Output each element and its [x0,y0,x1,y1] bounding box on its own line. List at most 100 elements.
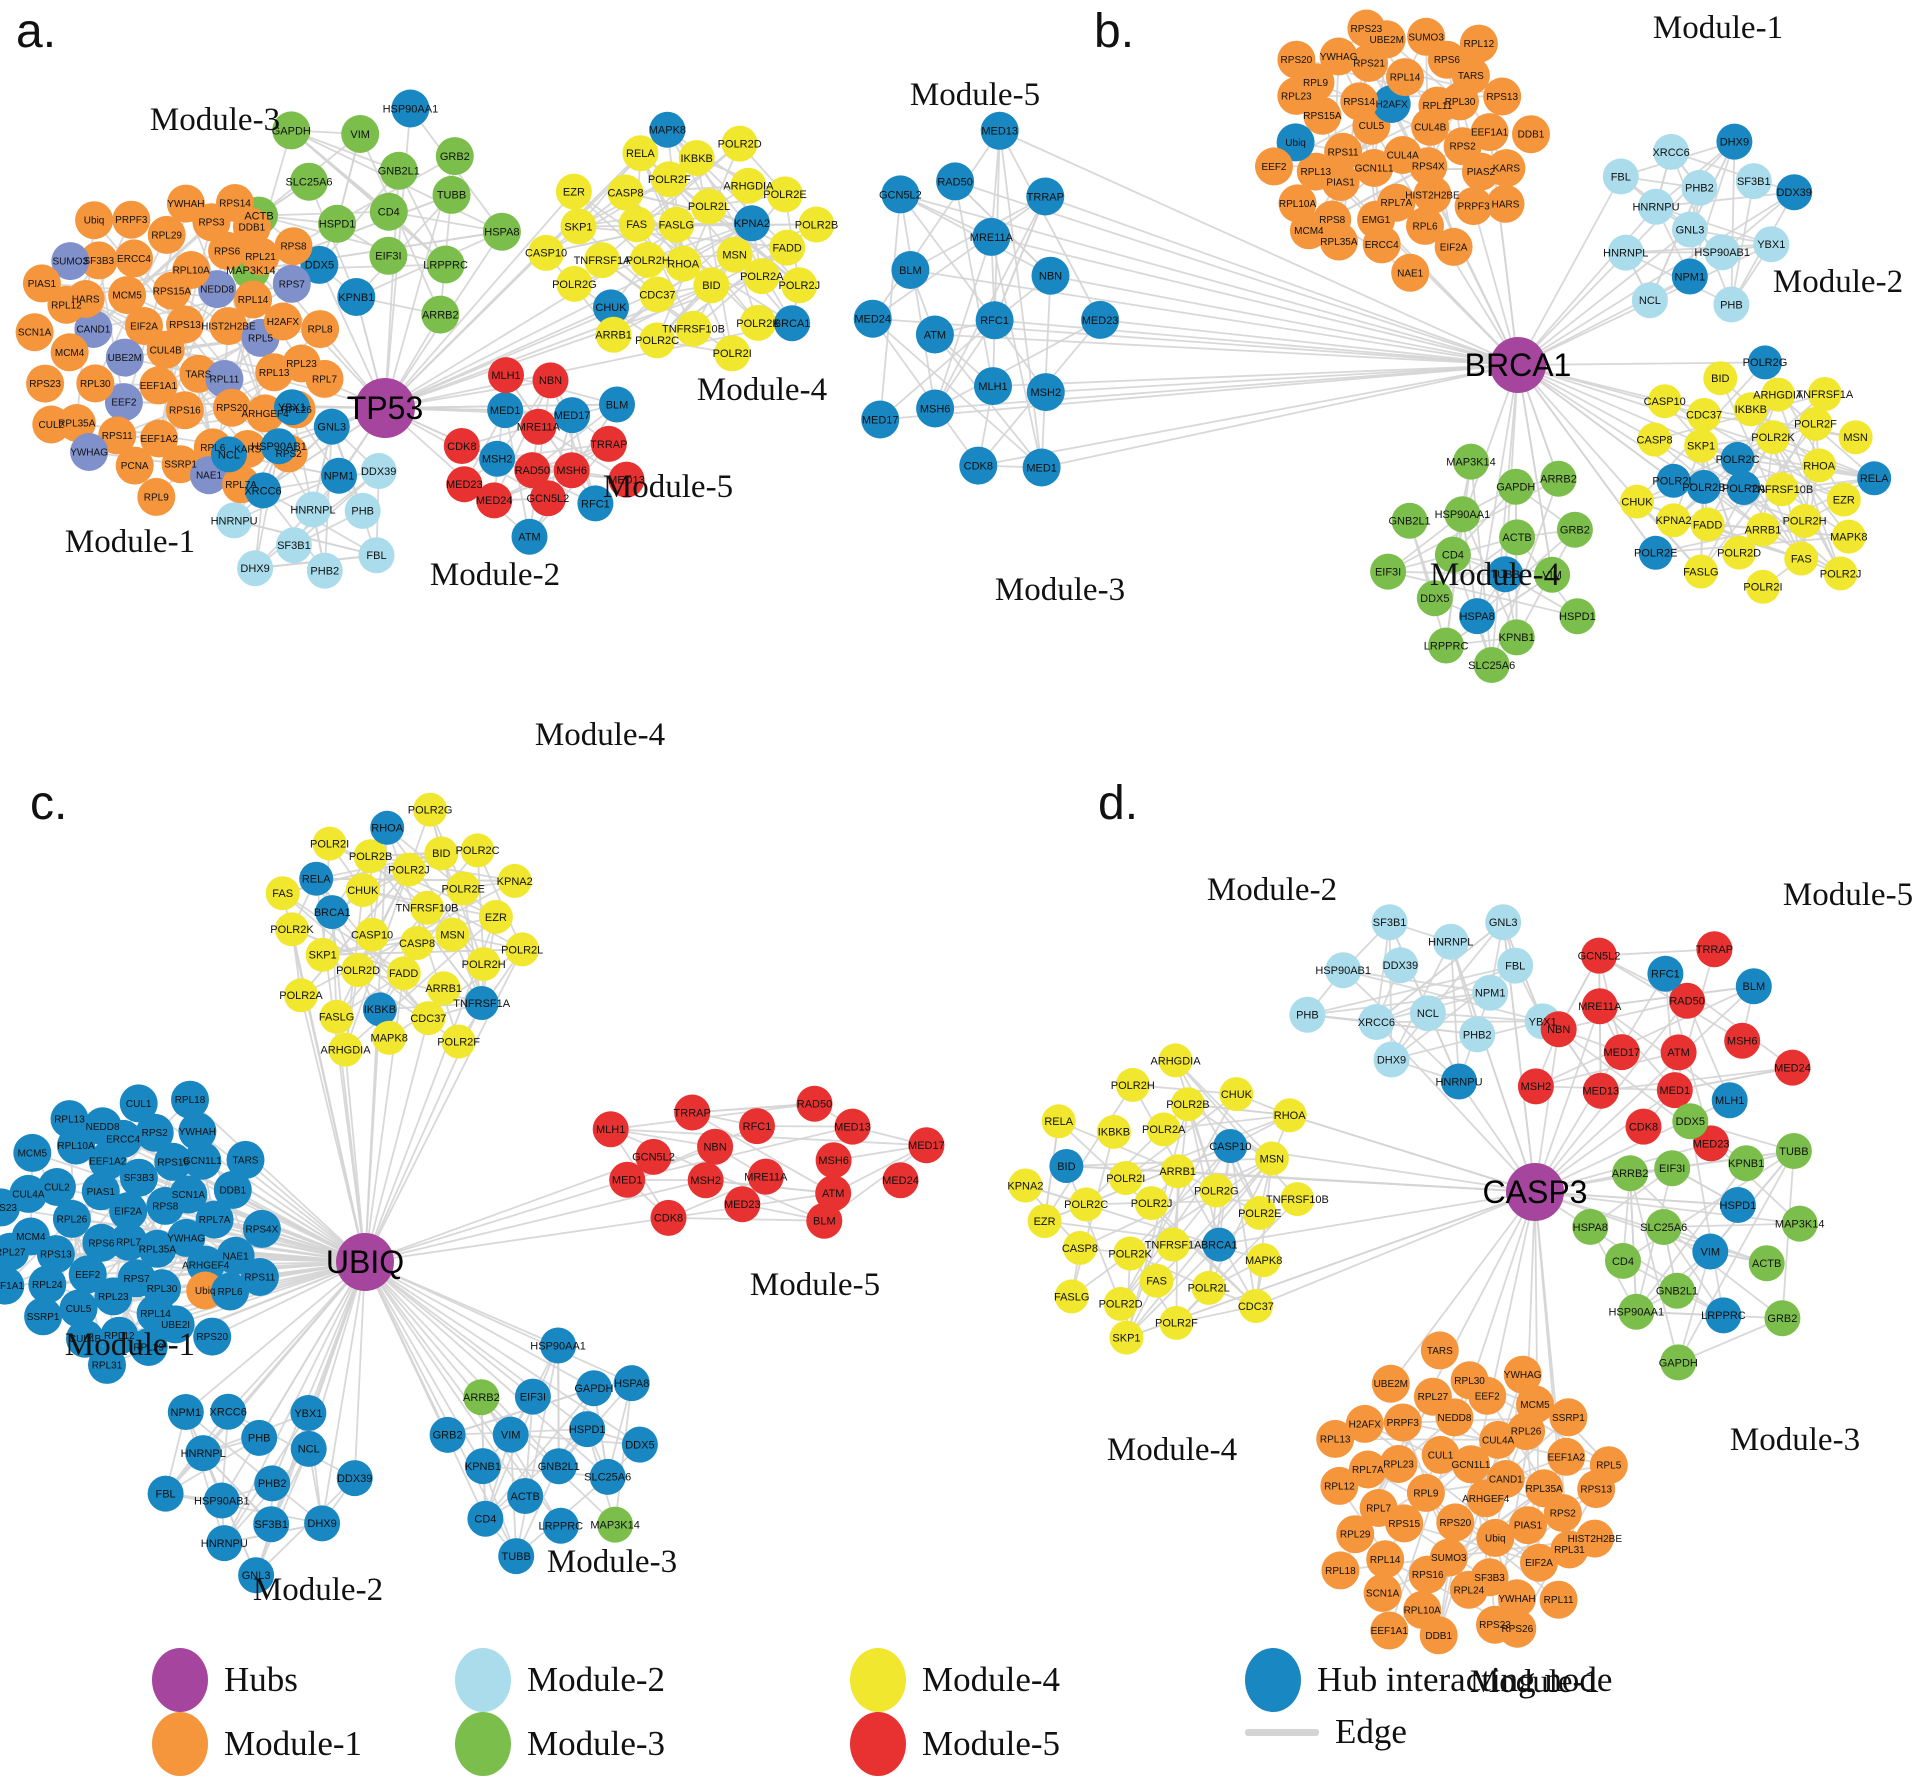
node-label: HIST2H2BE [1568,1534,1623,1545]
node-label: RAD50 [937,176,972,188]
node-label: POLR2E [1634,548,1677,560]
node-label: RPS2 [142,1128,169,1139]
node-label: EIF2A [130,322,158,333]
node-label: RPL29 [1340,1530,1371,1541]
node-label: NEDD8 [1438,1413,1472,1424]
node-label: CAND1 [1489,1475,1523,1486]
node-label: CUL2 [44,1183,70,1194]
node-label: FASLG [319,1012,354,1024]
node-label: POLR2I [1106,1173,1145,1185]
node-label: TNFRSF10B [1266,1194,1329,1206]
node-label: EEF2 [1475,1391,1500,1402]
node-label: FASLG [1683,566,1718,578]
node-label: Ubiq [1485,1533,1506,1544]
node-label: POLR2G [1743,357,1788,369]
node-label: RPS13 [40,1250,72,1261]
module4-swatch-icon [850,1648,906,1712]
node-label: MLH1 [978,381,1007,393]
node-label: POLR2D [1717,547,1761,559]
node-label: ARRB2 [422,310,459,322]
node-label: TNFRSF10B [662,324,725,336]
node-label: KPNB1 [1728,1158,1764,1170]
node-label: LRPPRC [423,259,468,271]
node-label: RPS8 [1319,215,1346,226]
node-label: EEF1A1 [140,381,178,392]
node-label: RPL30 [80,379,111,390]
node-label: RPS8 [280,242,307,253]
node-label: POLR2I [713,348,752,360]
node-label: EEF2 [1261,162,1286,173]
node-label: H2AFX [267,317,300,328]
node-label: POLR2L [1652,476,1694,488]
node-label: NEDD8 [200,285,234,296]
node-label: MED17 [908,1140,945,1152]
node-label: POLR2D [336,965,380,977]
node-label: NCL [1639,295,1661,307]
node-label: MCM5 [1520,1400,1550,1411]
node-label: FBL [1611,171,1631,183]
node-label: POLR2H [1111,1080,1155,1092]
node-label: SF3B3 [1474,1573,1505,1584]
node-label: NPM1 [1675,271,1706,283]
node-label: TNFRSF1A [453,998,511,1010]
node-label: BRCA1 [1201,1239,1238,1251]
node-label: KPNA2 [1656,515,1692,527]
node-label: MSH6 [556,465,587,477]
node-label: TNFRSF10B [1750,484,1813,496]
node-label: HSP90AA1 [530,1340,586,1352]
node-label: MED17 [1603,1047,1640,1059]
legend-item-hub-interacting-node: Hub interacting node [1245,1648,1612,1712]
node-label: SKP1 [309,950,337,962]
node-label: CHUK [1221,1089,1253,1101]
node-label: RPS11 [244,1273,275,1284]
node-label: RPL18 [175,1095,206,1106]
node-label: POLR2K [1108,1248,1152,1260]
node-label: TARS [185,369,211,380]
node-label: PHB2 [1685,183,1714,195]
node-label: RPL5 [248,333,273,344]
node-label: PHB2 [310,566,339,578]
node-label: ATM [1667,1047,1689,1059]
node-label: RPL12 [51,300,82,311]
node-label: RPS7 [279,279,306,290]
node-label: LRPPRC [538,1521,583,1533]
node-label: VIM [501,1430,521,1442]
node-label: DDX5 [625,1440,654,1452]
node-label: SF3B3 [124,1173,155,1184]
node-label: RELA [1044,1116,1073,1128]
node-label: MED13 [981,126,1018,138]
node-label: CUL5 [1359,121,1385,132]
node-label: RPL24 [32,1280,63,1291]
node-label: FAS [272,888,293,900]
node-label: DDX5 [305,260,334,272]
legend-label: Module-1 [224,1724,362,1764]
node-label: FAS [1791,553,1812,565]
module-label: Module-3 [547,1544,677,1580]
node-label: CD4 [378,207,400,219]
node-label: RPL35A [1320,237,1358,248]
node-label: HSPA8 [1573,1222,1608,1234]
node-label: NEDD8 [86,1122,120,1133]
node-label: NPM1 [324,471,355,483]
node-label: GNB2L1 [538,1461,580,1473]
node-label: HNRNPU [201,1538,248,1550]
node-label: HNRNPL [181,1448,226,1460]
node-label: ARRB1 [1159,1166,1196,1178]
node-label: ERCC4 [1365,240,1399,251]
node-label: SKP1 [1112,1333,1140,1345]
node-label: RELA [1860,473,1889,485]
node-label: EIF3I [1375,566,1401,578]
node-label: RHOA [1274,1110,1306,1122]
node-label: RPL27 [0,1247,26,1258]
node-label: DDB1 [219,1185,246,1196]
node-label: BID [1711,373,1729,385]
node-label: TRRAP [674,1107,711,1119]
node-label: RPS3 [198,218,225,229]
node-label: MSN [722,250,747,262]
node-label: EIF2A [114,1207,142,1218]
node-label: RPS2 [1550,1509,1577,1520]
node-label: MED1 [612,1175,643,1187]
node-label: RPS20 [196,1332,228,1343]
node-label: RPS14 [1343,97,1375,108]
node-label: SSRP1 [1552,1413,1585,1424]
